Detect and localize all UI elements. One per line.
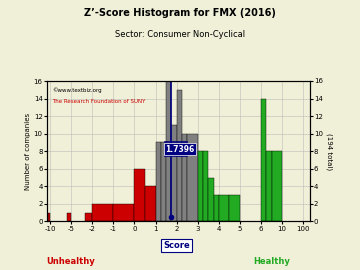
- Bar: [182, 134, 187, 221]
- Y-axis label: (194 total): (194 total): [325, 133, 332, 170]
- Bar: [271, 151, 282, 221]
- Bar: [198, 151, 203, 221]
- Bar: [229, 195, 240, 221]
- Text: 1.7396: 1.7396: [165, 144, 194, 154]
- Bar: [261, 99, 266, 221]
- Text: The Research Foundation of SUNY: The Research Foundation of SUNY: [52, 99, 145, 104]
- Bar: [48, 213, 50, 221]
- Text: ©www.textbiz.org: ©www.textbiz.org: [52, 87, 102, 93]
- Bar: [134, 169, 145, 221]
- Bar: [171, 125, 177, 221]
- Bar: [166, 81, 171, 221]
- Bar: [266, 151, 271, 221]
- Bar: [113, 204, 134, 221]
- Bar: [219, 195, 229, 221]
- Bar: [85, 213, 92, 221]
- Text: Z’-Score Histogram for FMX (2016): Z’-Score Histogram for FMX (2016): [84, 8, 276, 18]
- Text: Unhealthy: Unhealthy: [47, 257, 95, 266]
- Bar: [213, 195, 219, 221]
- Bar: [156, 142, 161, 221]
- Bar: [177, 90, 182, 221]
- Text: Sector: Consumer Non-Cyclical: Sector: Consumer Non-Cyclical: [115, 30, 245, 39]
- Bar: [92, 204, 113, 221]
- Bar: [67, 213, 71, 221]
- Bar: [208, 178, 213, 221]
- Bar: [161, 142, 166, 221]
- Y-axis label: Number of companies: Number of companies: [25, 113, 31, 190]
- Bar: [187, 134, 198, 221]
- Text: Score: Score: [163, 241, 190, 250]
- Bar: [203, 151, 208, 221]
- Bar: [145, 186, 156, 221]
- Text: Healthy: Healthy: [253, 257, 290, 266]
